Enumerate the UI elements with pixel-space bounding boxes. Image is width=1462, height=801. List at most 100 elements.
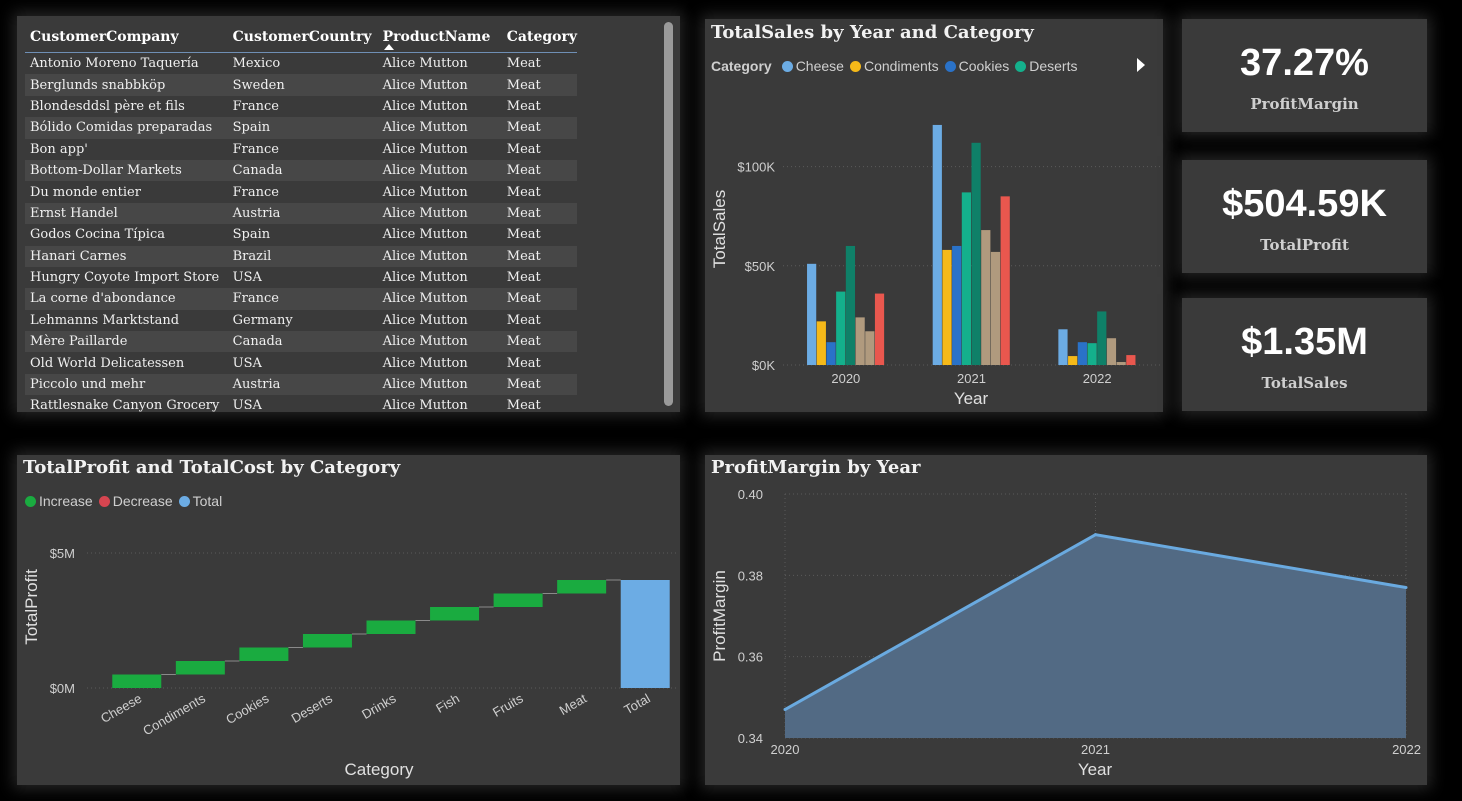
customer-table-card: CustomerCompany CustomerCountry ProductN… xyxy=(17,16,680,412)
table-row[interactable]: Rattlesnake Canyon Grocery USA Alice Mutto… xyxy=(25,395,577,412)
cell-category: Meat xyxy=(506,98,541,114)
table-row[interactable]: Du monde entier France Alice Mutton Meat xyxy=(25,181,577,202)
table-row[interactable]: Antonio Moreno Taquería Mexico Alice Mutto… xyxy=(25,53,577,75)
table-row[interactable]: Blondesddsl père et fils France Alice Mutt… xyxy=(25,96,577,117)
bar-2020-s1 xyxy=(816,321,826,365)
scrollbar-thumb[interactable] xyxy=(664,22,673,406)
cell-company: Blondesddsl père et fils xyxy=(30,98,185,114)
cell-country: France xyxy=(227,288,378,310)
table-row[interactable]: Mère Paillarde Canada Alice Mutton Meat xyxy=(25,331,577,353)
x-tick-label: Drinks xyxy=(359,690,399,722)
y-tick-label: 0.40 xyxy=(738,487,763,502)
bar-2021-s0 xyxy=(932,124,942,365)
cell-company: Bottom-Dollar Markets xyxy=(25,159,228,182)
bar-2021-s6 xyxy=(990,251,1001,365)
bar-2021-s1 xyxy=(942,249,952,365)
cell-category: Meat xyxy=(506,398,541,412)
cell-country: Canada xyxy=(227,331,378,353)
cell-company: Antonio Moreno Taquería xyxy=(30,56,199,72)
bar-2022-s0 xyxy=(1058,329,1068,365)
legend-label-deserts[interactable]: Deserts xyxy=(1029,58,1078,74)
x-tick-label: 2022 xyxy=(1392,742,1421,757)
legend-dot-decrease xyxy=(98,495,110,507)
kpi-card-total-profit: $504.59K TotalProfit xyxy=(1182,160,1427,273)
cell-company: Bólido Comidas preparadas xyxy=(25,117,228,139)
column-header-company[interactable]: CustomerCompany xyxy=(25,22,228,53)
cell-country: Canada xyxy=(227,159,378,182)
bar-2022-s5 xyxy=(1106,338,1117,365)
waterfall-bar-Cheese xyxy=(112,674,162,688)
legend-label-total[interactable]: Total xyxy=(192,493,223,509)
cell-category: Meat xyxy=(506,312,541,328)
cell-company: Rattlesnake Canyon Grocery xyxy=(30,398,220,412)
cell-product: Alice Mutton xyxy=(382,141,468,157)
cell-company: Old World Delicatessen xyxy=(30,355,185,371)
bar-2021-s4 xyxy=(971,142,981,365)
waterfall-bar-Condiments xyxy=(175,661,225,675)
table-row[interactable]: Bólido Comidas preparadas Spain Alice Mutt… xyxy=(25,117,577,139)
cell-product: Alice Mutton xyxy=(382,56,468,72)
cell-country: Germany xyxy=(232,312,293,328)
customer-table: CustomerCompany CustomerCountry ProductN… xyxy=(25,22,577,412)
table-row[interactable]: Lehmanns Marktstand Germany Alice Mutton Me… xyxy=(25,310,577,331)
table-row[interactable]: Hungry Coyote Import Store USA Alice Mutto… xyxy=(25,267,577,288)
column-header-country[interactable]: CustomerCountry xyxy=(227,22,378,53)
y-tick-label: $100K xyxy=(737,160,775,175)
cell-category: Meat xyxy=(501,159,577,182)
legend-label-condiments[interactable]: Condiments xyxy=(863,58,939,74)
bar-2020-s6 xyxy=(865,331,875,365)
cell-country: USA xyxy=(232,355,262,371)
legend-dot-deserts xyxy=(1015,60,1027,72)
bar-2020-s4 xyxy=(845,245,856,365)
cell-company: Godos Cocina Típica xyxy=(30,227,165,243)
table-row[interactable]: Bottom-Dollar Markets Canada Alice Mutton M… xyxy=(25,159,577,182)
legend-next-arrow-icon[interactable] xyxy=(1137,58,1145,72)
column-header-product[interactable]: ProductName xyxy=(377,22,502,53)
waterfall-legend: Increase Decrease Total xyxy=(17,493,222,509)
cell-product: Alice Mutton xyxy=(377,245,502,267)
column-header-product-label: ProductName xyxy=(382,29,491,45)
bar-2022-s4 xyxy=(1097,311,1107,365)
table-row[interactable]: Ernst Handel Austria Alice Mutton Meat xyxy=(25,202,577,225)
bar-2020-s0 xyxy=(807,263,817,365)
x-tick-label: Fish xyxy=(433,691,462,716)
table-row[interactable]: Hanari Carnes Brazil Alice Mutton Meat xyxy=(25,245,577,267)
table-row[interactable]: Berglunds snabbköp Sweden Alice Mutton Meat xyxy=(25,74,577,96)
x-tick-label: Meat xyxy=(557,690,590,718)
kpi-label-total-profit: TotalProfit xyxy=(1260,236,1349,254)
bar-2022-s1 xyxy=(1068,356,1078,365)
table-row[interactable]: La corne d'abondance France Alice Mutton Me… xyxy=(25,288,577,310)
table-row[interactable]: Piccolo und mehr Austria Alice Mutton Meat xyxy=(25,373,577,396)
waterfall-bar-Fish xyxy=(430,607,480,621)
cell-company: Piccolo und mehr xyxy=(25,373,228,396)
cell-country: Austria xyxy=(227,373,378,396)
legend-label-cookies[interactable]: Cookies xyxy=(958,58,1010,74)
sales-chart-title: TotalSales by Year and Category xyxy=(711,22,1034,43)
table-row[interactable]: Bon app' France Alice Mutton Meat xyxy=(25,139,577,160)
table-row[interactable]: Godos Cocina Típica Spain Alice Mutton Meat xyxy=(25,224,577,245)
cell-product: Alice Mutton xyxy=(377,74,502,96)
cell-country: France xyxy=(232,184,279,200)
profit-margin-area-chart: 0.34 0.36 0.38 0.40 2020 2021 2022 Year ProfitMa… xyxy=(710,487,1421,779)
table-row[interactable]: Old World Delicatessen USA Alice Mutton Mea… xyxy=(25,352,577,373)
waterfall-bar-Meat xyxy=(557,580,607,594)
bar-2022-s3 xyxy=(1087,343,1097,365)
data-point-2022 xyxy=(1404,586,1408,590)
cell-category: Meat xyxy=(501,74,577,96)
cell-category: Meat xyxy=(501,117,577,139)
column-header-category[interactable]: Category xyxy=(501,22,577,53)
legend-label-increase[interactable]: Increase xyxy=(39,493,93,509)
kpi-label-profit-margin: ProfitMargin xyxy=(1250,95,1359,113)
cell-company: Mère Paillarde xyxy=(25,331,228,353)
x-axis-title: Year xyxy=(1078,760,1113,779)
legend-label-cheese[interactable]: Cheese xyxy=(795,58,844,74)
legend-label-decrease[interactable]: Decrease xyxy=(112,493,173,509)
cell-company: Lehmanns Marktstand xyxy=(30,312,180,328)
cell-company: La corne d'abondance xyxy=(25,288,228,310)
cell-category: Meat xyxy=(501,373,577,396)
cell-product: Alice Mutton xyxy=(377,373,502,396)
data-point-2021 xyxy=(1094,533,1097,537)
cell-category: Meat xyxy=(506,56,541,72)
cell-product: Alice Mutton xyxy=(377,331,502,353)
